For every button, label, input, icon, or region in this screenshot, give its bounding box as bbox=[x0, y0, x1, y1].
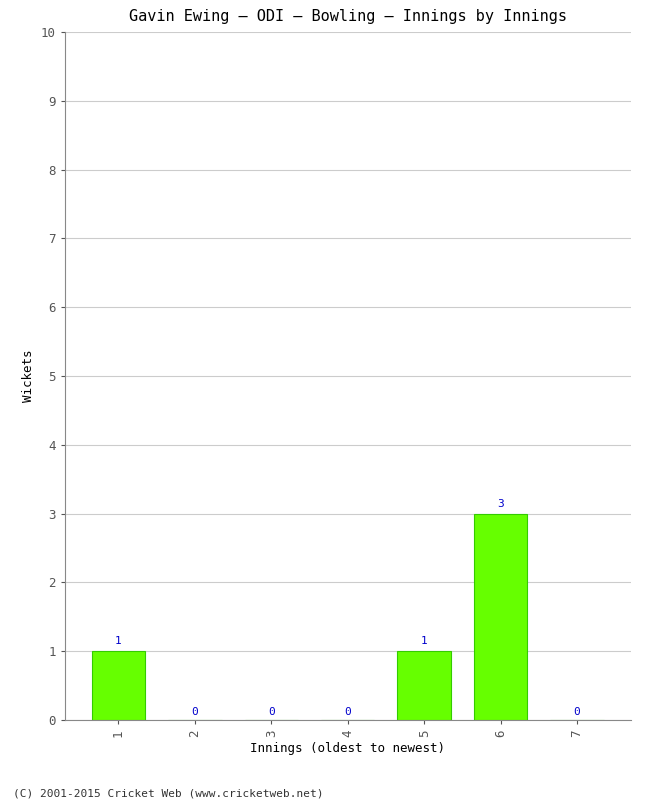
Text: 0: 0 bbox=[574, 706, 580, 717]
Text: 1: 1 bbox=[421, 636, 428, 646]
Y-axis label: Wickets: Wickets bbox=[22, 350, 35, 402]
Text: 0: 0 bbox=[268, 706, 275, 717]
Text: (C) 2001-2015 Cricket Web (www.cricketweb.net): (C) 2001-2015 Cricket Web (www.cricketwe… bbox=[13, 788, 324, 798]
Text: 3: 3 bbox=[497, 498, 504, 509]
X-axis label: Innings (oldest to newest): Innings (oldest to newest) bbox=[250, 742, 445, 755]
Text: 1: 1 bbox=[115, 636, 122, 646]
Text: 0: 0 bbox=[344, 706, 351, 717]
Bar bbox=[474, 514, 527, 720]
Title: Gavin Ewing – ODI – Bowling – Innings by Innings: Gavin Ewing – ODI – Bowling – Innings by… bbox=[129, 9, 567, 24]
Text: 0: 0 bbox=[192, 706, 198, 717]
Bar bbox=[397, 651, 451, 720]
Bar bbox=[92, 651, 145, 720]
